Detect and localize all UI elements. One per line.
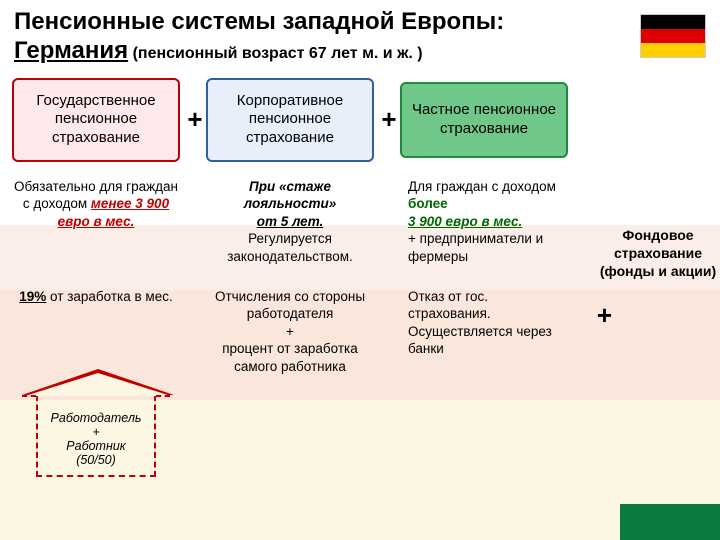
plus-1: + (184, 104, 206, 135)
plus-2: + (378, 104, 400, 135)
title-detail: (пенсионный возраст 67 лет м. и ж. ) (128, 45, 423, 62)
germany-flag-icon (640, 14, 706, 58)
fund-insurance: Фондовое страхование (фонды и акции) (598, 226, 718, 281)
private-mechanism: Отказ от гос. страхования. Осуществляетс… (400, 282, 568, 364)
slide-header: Пенсионные системы западной Европы: Герм… (0, 0, 720, 78)
pillar-private: Частное пенсионное страхование (400, 82, 568, 158)
private-eligibility: Для граждан с доходом более 3 900 евро в… (400, 172, 568, 272)
plus-3: + (597, 300, 612, 331)
pillar-corporate: Корпоративное пенсионное страхование (206, 78, 374, 162)
pillar-state: Государственное пенсионное страхование (12, 78, 180, 162)
flag-stripe-bot (641, 43, 705, 57)
title-line1: Пенсионные системы западной Европы: (14, 8, 630, 37)
flag-stripe-top (641, 15, 705, 29)
decor-green-block (620, 504, 720, 540)
arrow-line3: Работник (44, 439, 148, 453)
title-country: Германия (14, 37, 128, 64)
arrow-line1: Работодатель (44, 411, 148, 425)
corp-contrib: Отчисления со стороны работодателя + про… (206, 282, 374, 382)
corp-eligibility: При «стаже лояльности» от 5 лет. Регулир… (206, 172, 374, 272)
arrow-line2: + (44, 425, 148, 439)
employer-employee-arrow: Работодатель + Работник (50/50) (36, 395, 156, 477)
arrow-line4: (50/50) (44, 453, 148, 467)
state-rate: 19% от заработка в мес. (12, 282, 180, 312)
state-eligibility: Обязательно для граждан с доходом менее … (12, 172, 180, 237)
flag-stripe-mid (641, 29, 705, 43)
